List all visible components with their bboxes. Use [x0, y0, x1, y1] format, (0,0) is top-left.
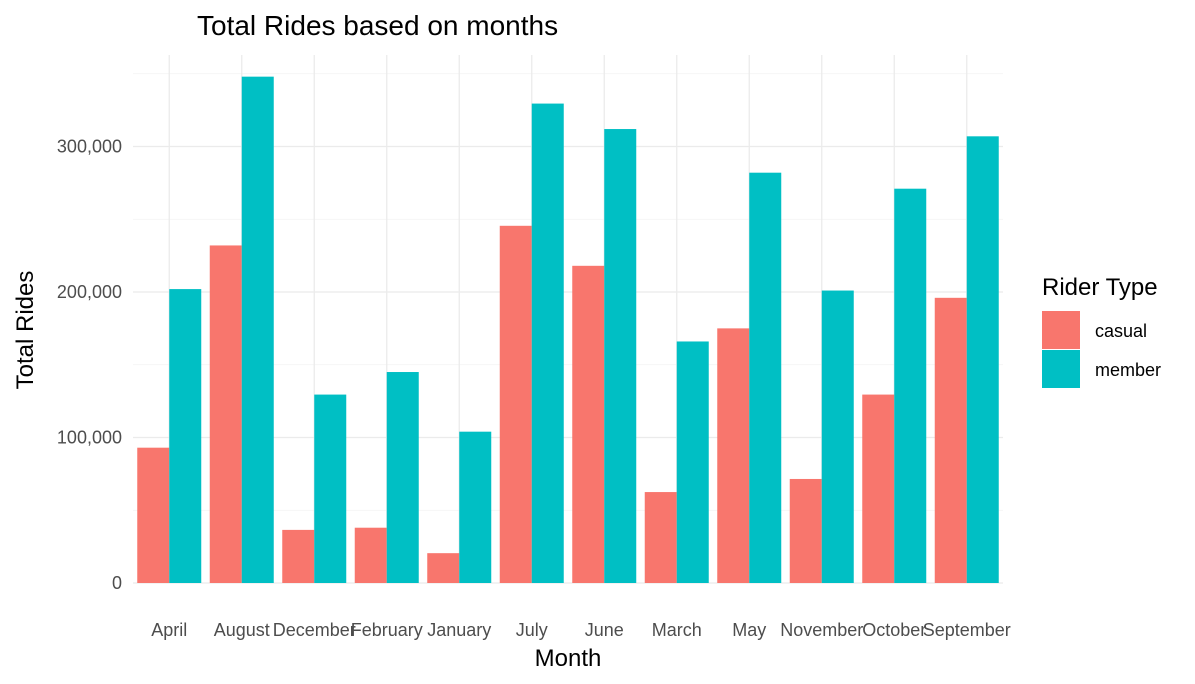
y-axis-title: Total Rides	[12, 271, 39, 390]
x-tick-label: June	[585, 620, 624, 640]
bar-casual-march	[644, 492, 677, 583]
bar-casual-october	[862, 394, 895, 583]
bars	[137, 76, 999, 584]
x-axis-title: Month	[535, 645, 602, 672]
x-tick-label: March	[652, 620, 702, 640]
bar-member-january	[459, 431, 492, 583]
legend: Rider Type casual member	[1042, 274, 1161, 388]
bar-member-august	[241, 76, 274, 583]
bar-member-december	[314, 394, 347, 583]
y-tick-label: 300,000	[57, 137, 122, 157]
x-tick-label: October	[862, 620, 926, 640]
x-tick-label: December	[273, 620, 356, 640]
legend-key-member	[1042, 350, 1080, 388]
bar-member-june	[604, 129, 637, 584]
bar-casual-april	[137, 447, 170, 583]
bar-casual-january	[427, 553, 460, 583]
bar-casual-august	[209, 245, 242, 583]
y-axis-ticks: 0 100,000 200,000 300,000	[57, 137, 122, 594]
x-tick-label: January	[427, 620, 491, 640]
bar-member-september	[966, 136, 999, 583]
x-tick-label: April	[151, 620, 187, 640]
y-tick-label: 0	[112, 573, 122, 593]
legend-key-casual	[1042, 311, 1080, 349]
bar-casual-february	[354, 527, 387, 583]
bar-member-november	[821, 290, 854, 583]
bar-member-february	[386, 372, 419, 583]
bar-member-march	[676, 341, 709, 583]
x-tick-label: November	[780, 620, 863, 640]
x-tick-label: February	[351, 620, 423, 640]
legend-label-casual: casual	[1095, 321, 1147, 341]
x-tick-label: August	[214, 620, 270, 640]
x-tick-label: September	[923, 620, 1011, 640]
bar-member-october	[894, 188, 927, 583]
bar-casual-september	[934, 297, 967, 583]
bar-casual-november	[789, 478, 822, 583]
chart-title: Total Rides based on months	[197, 10, 558, 41]
bar-casual-december	[282, 529, 315, 583]
legend-label-member: member	[1095, 360, 1161, 380]
bar-casual-july	[499, 225, 532, 584]
x-tick-label: May	[732, 620, 766, 640]
bar-casual-may	[717, 328, 750, 583]
bar-member-may	[749, 172, 782, 583]
bar-member-april	[169, 289, 202, 583]
y-tick-label: 200,000	[57, 282, 122, 302]
x-tick-label: July	[516, 620, 548, 640]
y-tick-label: 100,000	[57, 428, 122, 448]
legend-title: Rider Type	[1042, 274, 1158, 301]
bar-member-july	[531, 103, 564, 583]
bar-casual-june	[572, 265, 605, 583]
